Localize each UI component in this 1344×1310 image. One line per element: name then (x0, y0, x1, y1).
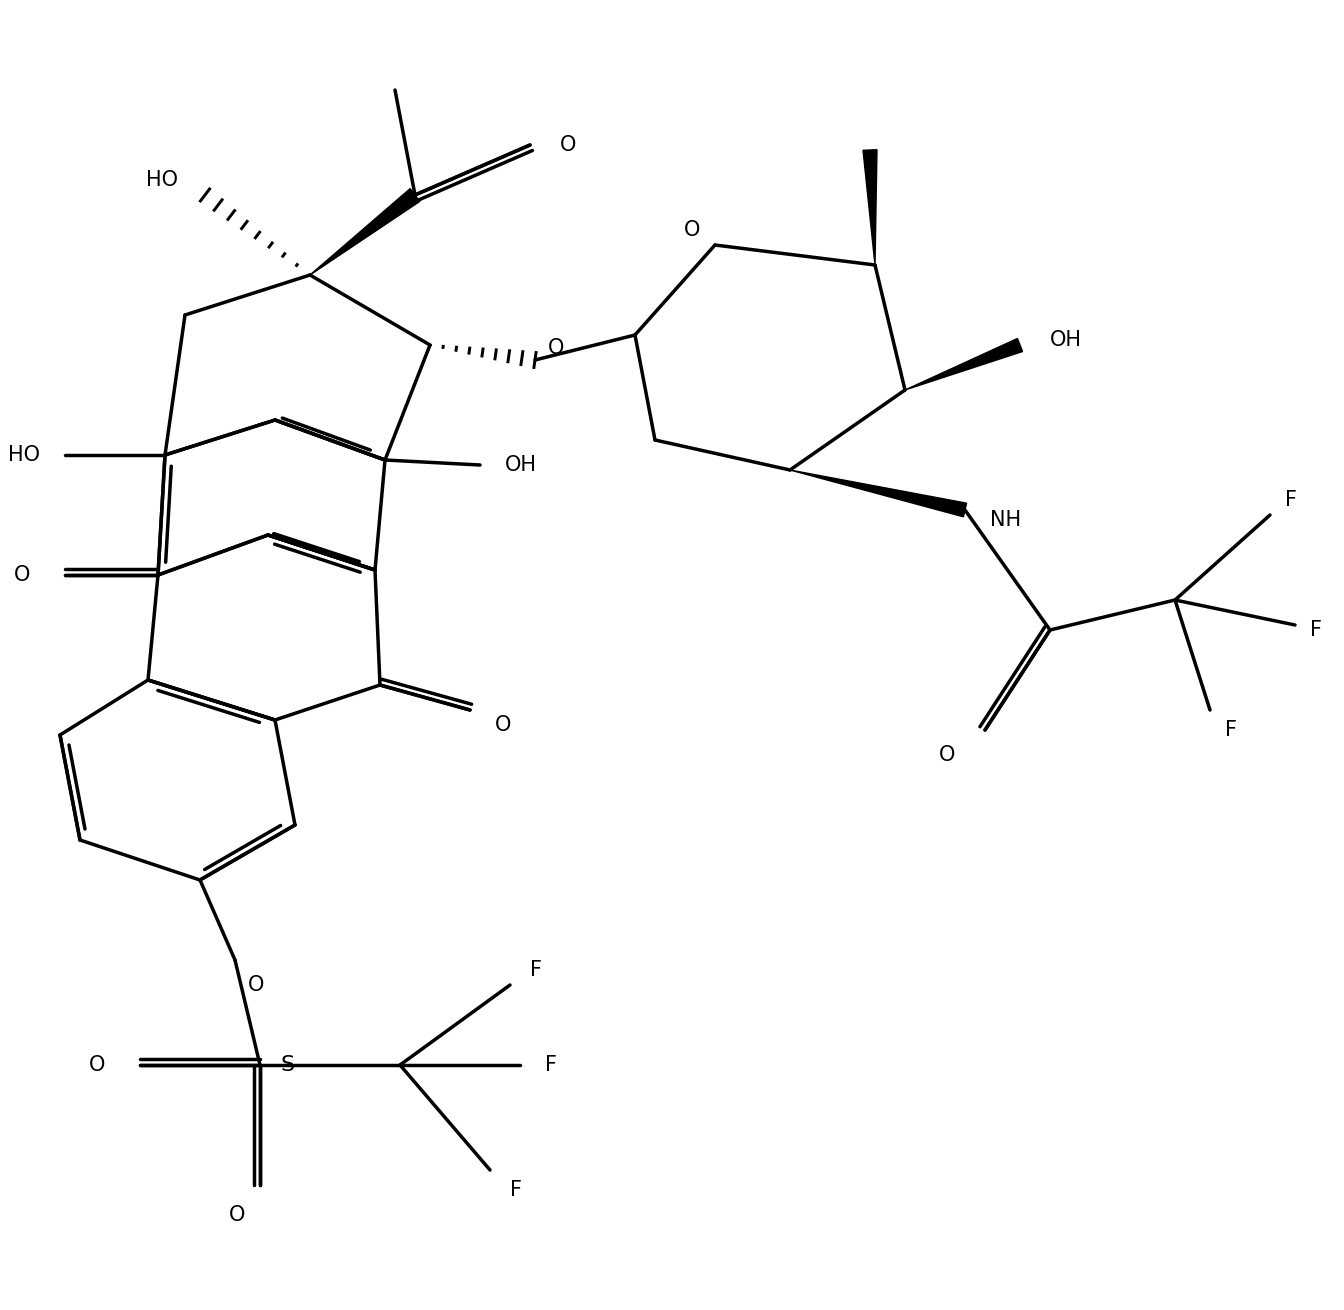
Text: F: F (1224, 721, 1236, 740)
Text: F: F (1285, 490, 1297, 510)
Text: HO: HO (146, 170, 177, 190)
Text: O: O (938, 745, 956, 765)
Text: O: O (495, 715, 511, 735)
Text: O: O (560, 135, 577, 155)
Polygon shape (905, 338, 1023, 390)
Text: F: F (546, 1055, 556, 1076)
Text: OH: OH (1050, 330, 1082, 350)
Polygon shape (863, 149, 878, 265)
Polygon shape (790, 470, 966, 517)
Text: F: F (1310, 620, 1322, 641)
Polygon shape (310, 189, 419, 275)
Text: O: O (249, 975, 265, 996)
Text: O: O (684, 220, 700, 240)
Text: O: O (548, 338, 564, 358)
Text: O: O (228, 1205, 245, 1225)
Text: NH: NH (991, 510, 1021, 531)
Text: OH: OH (505, 455, 538, 476)
Text: O: O (13, 565, 30, 586)
Text: F: F (530, 960, 542, 980)
Text: HO: HO (8, 445, 40, 465)
Text: F: F (509, 1180, 521, 1200)
Text: O: O (89, 1055, 105, 1076)
Text: S: S (280, 1055, 294, 1076)
